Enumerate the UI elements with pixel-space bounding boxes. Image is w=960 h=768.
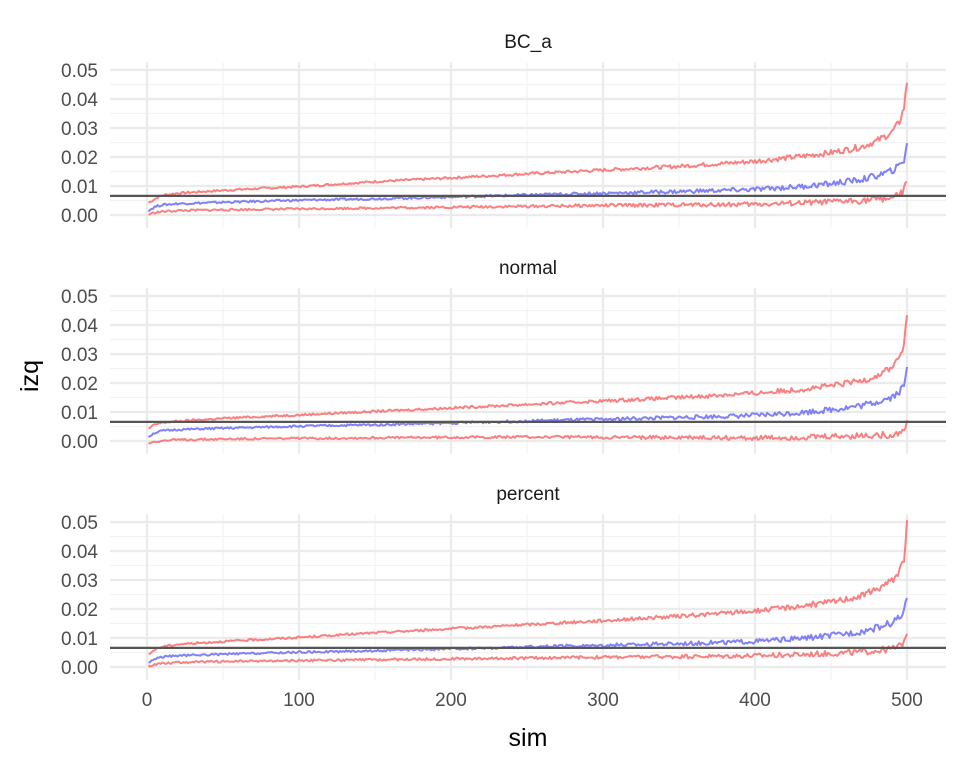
y-tick-label: 0.02 [61, 148, 98, 169]
y-tick-label: 0.03 [61, 571, 98, 592]
x-tick-label: 300 [587, 690, 619, 711]
x-tick-label: 100 [283, 690, 315, 711]
y-tick-label: 0.02 [61, 374, 98, 395]
x-tick-label: 200 [435, 690, 467, 711]
y-tick-label: 0.00 [61, 432, 98, 453]
series-line-upper [147, 82, 908, 204]
series-line-lower [147, 633, 908, 668]
y-tick-label: 0.02 [61, 600, 98, 621]
series-line-estimate [148, 597, 908, 664]
panel-title: BC_a [504, 32, 552, 53]
x-tick-label: 0 [142, 690, 153, 711]
panel-2: percent 0.00 0.01 0.02 0.03 0.04 0.05 [61, 484, 946, 680]
panel-title: percent [496, 484, 560, 505]
x-axis: 0 100 200 300 400 500 [142, 690, 923, 711]
y-tick-label: 0.05 [61, 287, 98, 308]
chart-panels: BC_a 0.00 0.01 0.02 0.03 0.04 0.05 normal 0.00 0.… [61, 32, 946, 680]
panel-title: normal [499, 258, 557, 279]
panel-1: normal 0.00 0.01 0.02 0.03 0.04 0.05 [61, 258, 946, 454]
series-line-upper [148, 315, 908, 430]
series-line-lower [148, 420, 908, 445]
y-tick-label: 0.04 [61, 542, 98, 563]
x-tick-label: 500 [891, 690, 923, 711]
y-tick-label: 0.05 [61, 61, 98, 82]
y-tick-label: 0.01 [61, 177, 98, 198]
y-tick-label: 0.00 [61, 658, 98, 679]
y-tick-label: 0.03 [61, 345, 98, 366]
series-line-lower [148, 180, 908, 216]
y-tick-label: 0.00 [61, 206, 98, 227]
x-axis-title: sim [509, 724, 548, 752]
y-tick-label: 0.01 [61, 403, 98, 424]
y-tick-label: 0.05 [61, 513, 98, 534]
y-tick-label: 0.04 [61, 316, 98, 337]
y-tick-label: 0.04 [61, 90, 98, 111]
x-tick-label: 400 [739, 690, 771, 711]
y-axis-title: izq [16, 360, 44, 392]
series-line-estimate [147, 143, 908, 213]
y-tick-label: 0.01 [61, 629, 98, 650]
panel-0: BC_a 0.00 0.01 0.02 0.03 0.04 0.05 [61, 32, 946, 228]
series-line-upper [148, 520, 908, 655]
y-tick-label: 0.03 [61, 119, 98, 140]
